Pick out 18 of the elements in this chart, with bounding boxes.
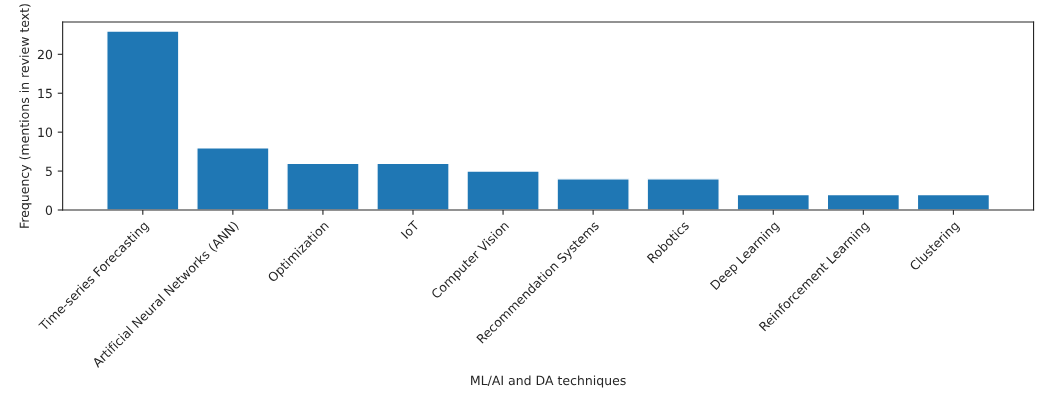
bar [466,170,540,210]
bar [286,162,360,210]
y-tick-label: 0 [45,205,53,215]
x-tick-label: IoT [400,219,420,240]
bar [376,162,450,210]
y-tick-label: 15 [38,88,52,99]
bar [196,147,270,210]
x-axis-title: ML/AI and DA techniques [471,375,626,388]
y-axis-title: Frequency (mentions in review text) [19,4,32,228]
bar [916,193,991,210]
y-tick-label: 5 [45,166,52,176]
y-tick-label: 10 [38,127,53,138]
bar [736,193,810,210]
bar [826,193,901,210]
bar [106,30,180,210]
bar [646,178,720,210]
bar [556,178,630,210]
y-tick-label: 20 [37,49,53,60]
